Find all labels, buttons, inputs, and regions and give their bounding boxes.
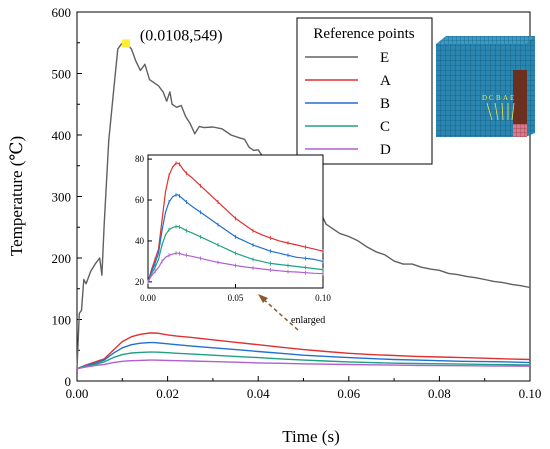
- series-line-D: [76, 359, 531, 370]
- model-heat-zone: [513, 70, 527, 126]
- inset-chart: 0.00 0.05 0.10 20 40 60 80: [135, 154, 331, 303]
- x-axis-title: Time (s): [282, 427, 339, 446]
- series-line-B: [76, 341, 531, 370]
- x-tick-label: 0.04: [247, 386, 270, 401]
- enlarged-arrow: enlarged: [258, 294, 325, 331]
- model-label-C: C: [489, 94, 494, 102]
- inset-y-tick-label: 20: [135, 277, 145, 287]
- inset-frame: [147, 154, 324, 289]
- y-tick-label: 600: [52, 5, 72, 20]
- model-side-face: [525, 36, 535, 137]
- main-axes: 0.00 0.02 0.04 0.06 0.08 0.10 0 100 200 300 400 500…: [52, 5, 542, 401]
- y-tick-label: 500: [52, 67, 72, 82]
- inset-x-tick-label: 0.00: [140, 293, 156, 303]
- x-tick-label: 0.10: [519, 386, 542, 401]
- model-base-zone: [513, 124, 527, 137]
- legend-title: Reference points: [313, 26, 414, 42]
- model-label-D: D: [482, 94, 487, 102]
- x-tick-label: 0.02: [156, 386, 179, 401]
- inset-x-tick-label: 0.05: [228, 293, 244, 303]
- x-tick-label: 0.08: [428, 386, 451, 401]
- series-line-E: [76, 42, 531, 369]
- x-tick-label: 0.00: [66, 386, 89, 401]
- inset-y-tick-label: 60: [135, 195, 145, 205]
- legend-label-B: B: [380, 96, 390, 112]
- model-label-E: E: [510, 94, 514, 102]
- peak-annotation: (0.0108,549): [140, 27, 223, 44]
- y-tick-label: 400: [52, 128, 72, 143]
- model-top-face: [436, 36, 535, 44]
- y-tick-label: 300: [52, 190, 72, 205]
- y-axis-title: Temperature (℃): [7, 136, 26, 256]
- series-line-C: [76, 351, 531, 370]
- series-line-A: [76, 332, 531, 370]
- inset-axes: 0.00 0.05 0.10 20 40 60 80: [135, 154, 331, 303]
- peak-marker: [121, 39, 130, 48]
- legend-label-C: C: [380, 119, 390, 135]
- inset-series: [147, 161, 324, 284]
- x-tick-label: 0.06: [337, 386, 360, 401]
- main-series: [76, 42, 531, 370]
- legend-label-E: E: [380, 50, 389, 66]
- enlarged-label: enlarged: [291, 315, 325, 326]
- legend-box: [296, 17, 433, 165]
- model-front-face: [436, 44, 525, 137]
- y-tick-label: 0: [65, 374, 72, 389]
- model-label-B: B: [496, 94, 501, 102]
- y-tick-label: 200: [52, 251, 72, 266]
- inset-x-tick-label: 0.10: [315, 293, 331, 303]
- y-tick-label: 100: [52, 313, 72, 328]
- legend-label-A: A: [380, 73, 391, 89]
- model-label-A: A: [503, 94, 508, 102]
- legend-label-D: D: [380, 142, 391, 158]
- inset-y-tick-label: 80: [135, 154, 145, 164]
- inset-y-tick-label: 40: [135, 236, 145, 246]
